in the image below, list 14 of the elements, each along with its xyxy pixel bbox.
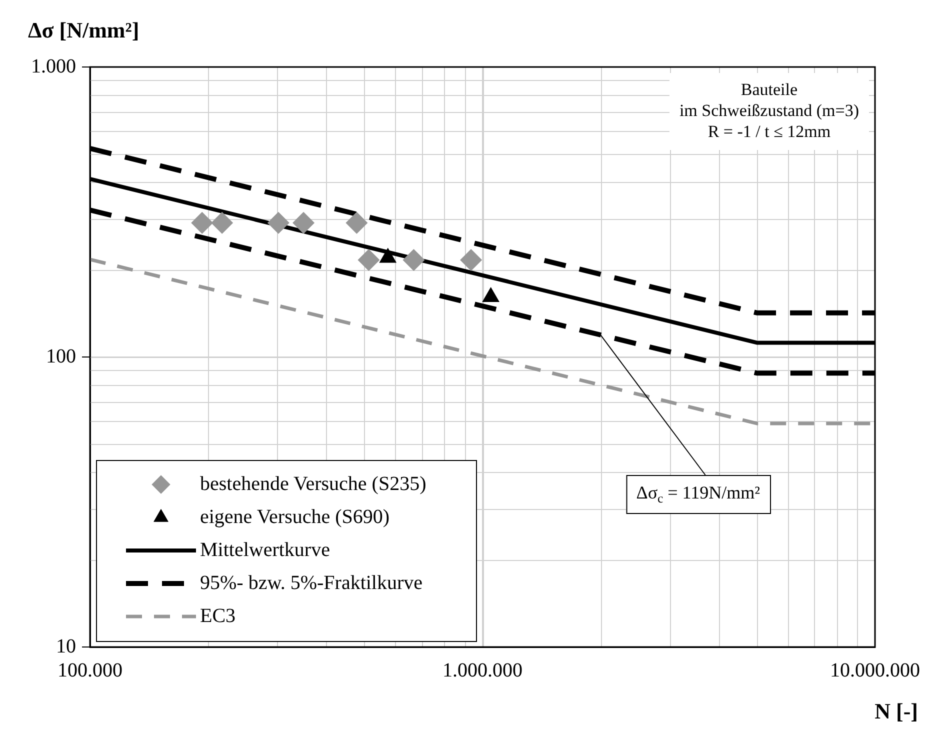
y-axis-title: Δσ [N/mm²] <box>28 18 140 43</box>
y-tick-label: 1.000 <box>31 55 76 78</box>
annotation: Bauteile im Schweißzustand (m=3) R = -1 / t ≤ 12mm <box>679 80 860 141</box>
y-tick-label: 100 <box>46 345 76 368</box>
legend-label: 95%- bzw. 5%-Fraktilkurve <box>200 572 423 594</box>
legend-label: EC3 <box>200 604 236 627</box>
legend-label: eigene Versuche (S690) <box>200 506 390 528</box>
legend-label: Mittelwertkurve <box>200 538 330 561</box>
legend-label: bestehende Versuche (S235) <box>200 472 426 495</box>
x-tick-label: 10.000.000 <box>830 659 920 682</box>
x-tick-label: 1.000.000 <box>442 659 522 682</box>
y-tick-label: 10 <box>56 635 76 658</box>
x-axis-title: N [-] <box>874 698 918 724</box>
x-tick-label: 100.000 <box>58 659 122 682</box>
